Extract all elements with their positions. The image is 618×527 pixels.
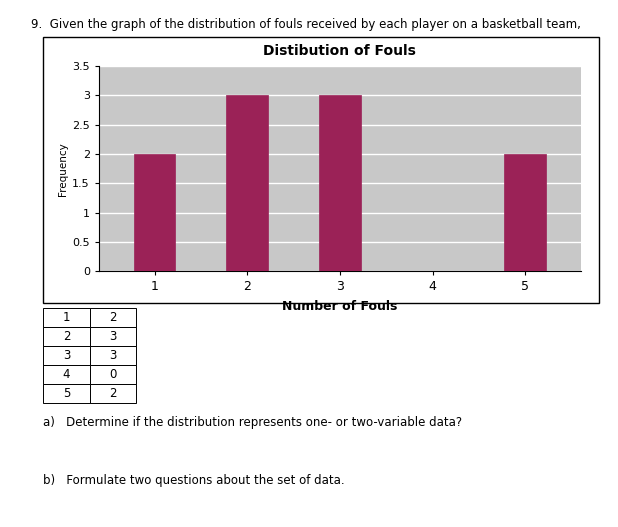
Text: 5: 5: [63, 387, 70, 400]
Text: 9.  Given the graph of the distribution of fouls received by each player on a ba: 9. Given the graph of the distribution o…: [31, 18, 581, 32]
Bar: [504, 154, 546, 271]
Bar: [133, 154, 176, 271]
Text: 3: 3: [109, 330, 116, 343]
Text: a)   Determine if the distribution represents one- or two-variable data?: a) Determine if the distribution represe…: [43, 416, 462, 430]
X-axis label: Number of Fouls: Number of Fouls: [282, 300, 397, 314]
Text: 2: 2: [109, 387, 117, 400]
Text: 3: 3: [109, 349, 116, 362]
Text: 1: 1: [62, 311, 70, 324]
Text: 2: 2: [62, 330, 70, 343]
Bar: [226, 95, 268, 271]
Text: 2: 2: [109, 311, 117, 324]
Text: 3: 3: [63, 349, 70, 362]
Text: b)   Formulate two questions about the set of data.: b) Formulate two questions about the set…: [43, 474, 345, 487]
Text: 0: 0: [109, 368, 116, 381]
Bar: [319, 95, 361, 271]
Title: Distibution of Fouls: Distibution of Fouls: [263, 44, 417, 58]
Text: 4: 4: [62, 368, 70, 381]
Y-axis label: Frequency: Frequency: [58, 142, 68, 196]
